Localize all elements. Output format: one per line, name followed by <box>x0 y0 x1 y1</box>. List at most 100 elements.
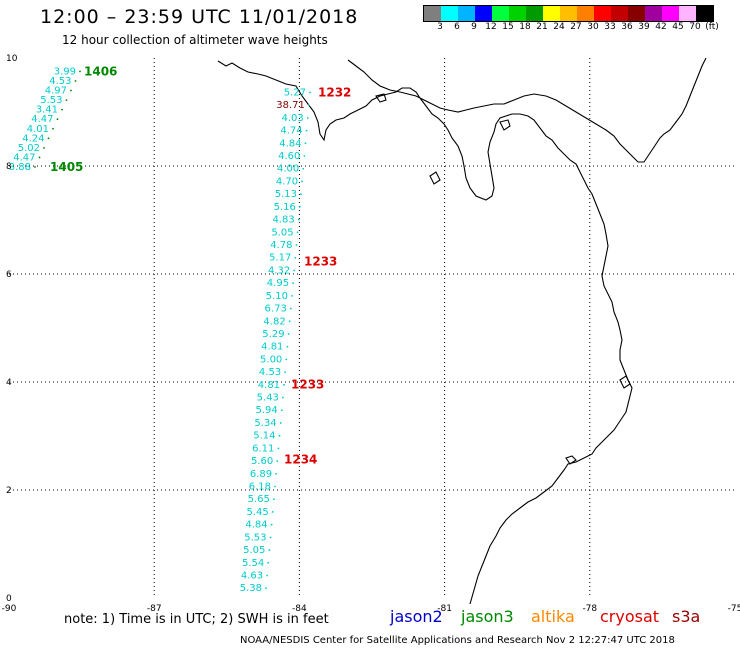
track-point <box>289 307 292 310</box>
pass-time-label: 1233 <box>291 378 324 392</box>
track-point <box>309 91 311 94</box>
pass-time-label: 1232 <box>318 85 351 99</box>
swh-value: 4.81 <box>258 380 280 391</box>
track-point <box>269 536 272 539</box>
legend-swatch <box>696 6 713 21</box>
swh-value: 4.84 <box>279 138 301 149</box>
track-point <box>296 231 299 234</box>
legend-label: 6 <box>454 22 460 32</box>
legend-label: 21 <box>536 22 548 32</box>
swh-value: 5.38 <box>240 583 262 594</box>
track-point <box>268 549 271 551</box>
legend-swatch <box>441 6 458 21</box>
legend-swatch <box>492 6 509 21</box>
pass-time-label: 1406 <box>84 64 117 78</box>
satellite-legend-item: jason3 <box>461 607 514 626</box>
track-point <box>70 89 72 92</box>
swh-value: 5.13 <box>275 189 297 200</box>
swh-value: 5.05 <box>271 227 293 238</box>
legend-label: 42 <box>655 22 667 32</box>
swh-value: 5.54 <box>242 558 264 569</box>
swh-value: 4.53 <box>49 76 71 87</box>
pass-time-label: 1233 <box>304 255 337 269</box>
track-point <box>276 460 279 462</box>
track-point <box>266 574 269 577</box>
track-point <box>278 434 281 437</box>
pass-time-label: 1405 <box>50 160 83 174</box>
swh-value: 4.78 <box>270 240 292 251</box>
swh-value: 4.82 <box>263 316 285 327</box>
map-grid: -90 -87 -84 -81 -78 -75 0 2 4 6 8 10 <box>2 54 740 614</box>
swh-value: 5.16 <box>274 202 296 213</box>
swh-value: 5.17 <box>269 253 291 264</box>
swh-value: 5.14 <box>253 431 275 442</box>
swh-value: 4.03 <box>281 113 303 124</box>
swh-value: 5.00 <box>260 354 282 365</box>
track-point <box>280 409 283 412</box>
color-scale-labels: 3 6 9 12 15 18 21 24 27 30 33 36 39 42 45 70 (ft) <box>423 22 740 34</box>
coastline <box>217 57 707 605</box>
x-tick-label: -78 <box>582 604 597 614</box>
track-point <box>52 127 54 130</box>
swh-value: 5.02 <box>18 143 40 154</box>
legend-label: 18 <box>519 22 531 32</box>
legend-swatch <box>424 6 441 21</box>
legend-swatch <box>509 6 526 21</box>
swh-value: 4.81 <box>261 342 283 353</box>
swh-value: 5.94 <box>256 405 278 416</box>
swh-value: 4.63 <box>241 570 263 581</box>
track-point <box>274 485 276 488</box>
legend-swatch <box>594 6 611 21</box>
swh-value: 4.83 <box>272 215 294 226</box>
altimeter-tracks: 3.994.534.975.533.414.474.014.245.024.47… <box>9 64 352 594</box>
swh-value: 5.29 <box>262 329 284 340</box>
legend-swatch <box>662 6 679 21</box>
track-point <box>283 383 285 386</box>
swh-value: 5.05 <box>243 545 265 556</box>
track-point <box>304 142 307 145</box>
y-tick-label: 2 <box>6 486 12 496</box>
track-point <box>79 70 81 73</box>
swh-value: 4.74 <box>280 126 302 137</box>
track-point <box>301 180 304 183</box>
swh-value: 6.18 <box>249 482 271 493</box>
legend-label: (ft) <box>705 22 719 32</box>
x-tick-label: -90 <box>2 604 17 614</box>
x-tick-label: -75 <box>728 604 740 614</box>
track-point <box>43 146 45 149</box>
track-point <box>300 193 302 196</box>
swh-value: 4.60 <box>278 151 300 162</box>
track-point <box>284 371 287 374</box>
track-point <box>47 137 50 140</box>
legend-label: 30 <box>587 22 599 32</box>
track-point <box>286 345 289 348</box>
track-point <box>277 447 280 450</box>
swh-value: 4.84 <box>245 520 267 531</box>
page-title: 12:00 – 23:59 UTC 11/01/2018 <box>40 6 359 28</box>
track-point <box>270 523 273 526</box>
legend-swatch <box>526 6 543 21</box>
track-point <box>56 118 59 121</box>
legend-swatch <box>543 6 560 21</box>
swh-value: 6.89 <box>250 469 272 480</box>
swh-value: 4.24 <box>22 133 44 144</box>
satellite-legend-item: s3a <box>672 607 701 626</box>
legend-label: 39 <box>638 22 650 32</box>
swh-value: 5.53 <box>40 95 62 106</box>
x-tick-label: -81 <box>437 604 452 614</box>
track-point <box>271 511 274 513</box>
track-point <box>61 108 63 111</box>
track-point <box>303 155 306 157</box>
legend-swatch <box>679 6 696 21</box>
x-tick-label: -84 <box>292 604 307 614</box>
track-point <box>265 587 267 590</box>
satellite-legend-item: jason2 <box>390 607 443 626</box>
swh-value: 5.65 <box>248 494 270 505</box>
satellite-legend-item: cryosat <box>600 607 660 626</box>
track-point <box>307 104 310 107</box>
legend-label: 27 <box>570 22 582 32</box>
track-point <box>272 498 275 501</box>
legend-swatch <box>628 6 645 21</box>
swh-value: 4.32 <box>268 265 290 276</box>
track-point <box>279 422 282 424</box>
